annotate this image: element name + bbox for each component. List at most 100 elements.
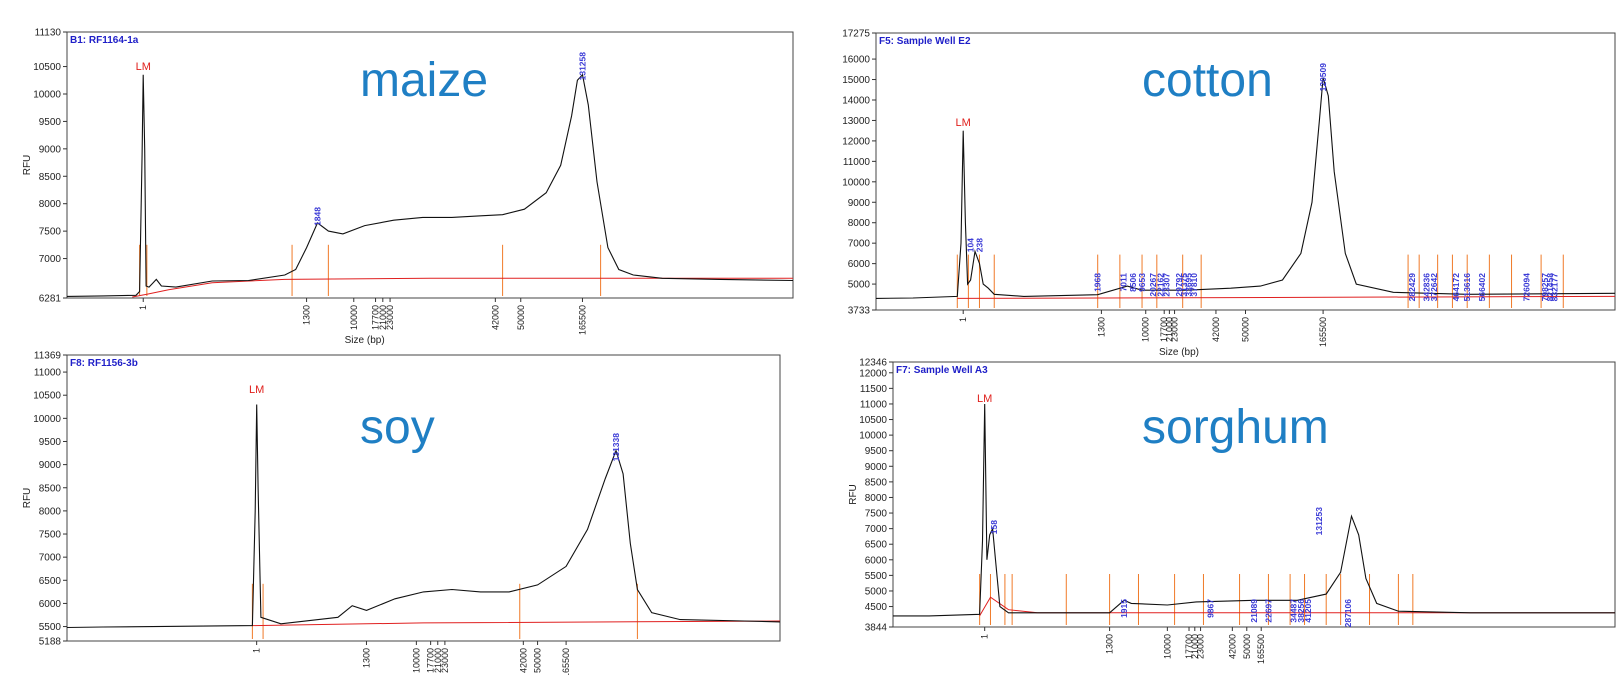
y-tick-label: 9500 bbox=[39, 117, 62, 128]
x-tick-label: 42000 bbox=[490, 305, 500, 330]
peak-size-label: 1968 bbox=[1093, 273, 1103, 292]
y-tick-label: 7000 bbox=[848, 239, 871, 250]
x-tick-label: 1300 bbox=[302, 305, 312, 325]
y-tick-label: 10500 bbox=[33, 62, 61, 73]
y-tick-label: 16000 bbox=[842, 55, 870, 66]
x-tick-label: 50000 bbox=[516, 305, 526, 330]
peak-size-label: 282429 bbox=[1407, 273, 1417, 302]
y-tick-label: 9000 bbox=[865, 462, 888, 473]
x-tick-label: 1 bbox=[980, 634, 990, 639]
peak-size-label: 34487 bbox=[1289, 599, 1299, 623]
y-tick-label: 9500 bbox=[39, 437, 62, 448]
y-tick-label: 14000 bbox=[842, 95, 870, 106]
peak-size-label: 38256 bbox=[1296, 599, 1306, 623]
y-tick-label: 5188 bbox=[39, 637, 62, 648]
y-tick-label: 11369 bbox=[34, 351, 62, 362]
panel-title: B1: RF1164-1a bbox=[70, 35, 139, 46]
peak-size-label: 1915 bbox=[1119, 599, 1129, 618]
y-tick-label: 8500 bbox=[39, 483, 62, 494]
y-tick-label: 7000 bbox=[39, 254, 62, 265]
x-tick-label: 17700 bbox=[426, 648, 436, 673]
x-tick-label: 42000 bbox=[518, 648, 528, 673]
y-tick-label: 7500 bbox=[865, 509, 888, 520]
peak-size-label: 22162 bbox=[1156, 273, 1166, 297]
peak-size-label: 9867 bbox=[1206, 599, 1216, 618]
peak-size-label: 287106 bbox=[1343, 599, 1353, 628]
crop-label: sorghum bbox=[1142, 401, 1329, 454]
x-tick-label: 50000 bbox=[1241, 317, 1251, 342]
y-tick-label: 8000 bbox=[848, 218, 871, 229]
peak-size-label: 464172 bbox=[1451, 273, 1461, 302]
y-axis-label: RFU bbox=[22, 155, 33, 176]
x-axis-label: Size (bp) bbox=[345, 335, 385, 346]
panel-title: F8: RF1156-3b bbox=[70, 358, 138, 369]
baseline-series bbox=[252, 620, 781, 627]
peak-size-label: 342836 bbox=[1422, 273, 1432, 302]
peak-size-label: 513616 bbox=[1462, 273, 1472, 302]
peak-size-label: 238 bbox=[974, 238, 984, 252]
y-tick-label: 15000 bbox=[842, 75, 870, 86]
y-tick-label: 8000 bbox=[39, 506, 62, 517]
y-tick-label: 11000 bbox=[34, 368, 62, 379]
y-tick-label: 7500 bbox=[39, 227, 62, 238]
y-tick-label: 5500 bbox=[865, 571, 888, 582]
x-axis-label: Size (bp) bbox=[1159, 347, 1199, 358]
y-tick-label: 6000 bbox=[848, 259, 871, 270]
peak-size-label: 21089 bbox=[1249, 599, 1259, 623]
y-tick-label: 11130 bbox=[35, 28, 62, 39]
plot-frame bbox=[892, 361, 1616, 628]
peak-size-label: 8506 bbox=[1128, 273, 1138, 292]
y-tick-label: 10000 bbox=[33, 414, 61, 425]
peak-size-label: 9653 bbox=[1137, 273, 1147, 292]
x-tick-label: 50000 bbox=[533, 648, 543, 673]
y-tick-label: 6000 bbox=[39, 599, 62, 610]
x-tick-label: 23000 bbox=[1170, 317, 1180, 342]
plot-frame bbox=[66, 354, 781, 642]
y-tick-label: 9000 bbox=[848, 198, 871, 209]
soy-chart-panel: F8: RF1156-3b 5188 5500 6000 6500 7000 7500 800… bbox=[22, 351, 781, 678]
lower-marker-label: LM bbox=[136, 61, 151, 73]
peak-size-label: 104 bbox=[966, 238, 976, 252]
x-tick-label: 23000 bbox=[1196, 634, 1206, 659]
y-tick-label: 7000 bbox=[865, 524, 888, 535]
peak-size-label: 566402 bbox=[1477, 273, 1487, 302]
signal-trace-series bbox=[66, 404, 781, 629]
x-tick-label: 10000 bbox=[1141, 317, 1151, 342]
peak-size-label: 726094 bbox=[1521, 273, 1531, 302]
crop-label: soy bbox=[360, 401, 435, 454]
peak-size-label: 41205 bbox=[1303, 599, 1313, 623]
x-tick-label: 23000 bbox=[385, 305, 395, 330]
y-tick-label: 13000 bbox=[842, 116, 870, 127]
x-tick-label: 21000 bbox=[1190, 634, 1200, 659]
cotton-chart-panel: F5: Sample Well E2 3733 5000 6000 7000 8000 90… bbox=[842, 29, 1616, 358]
x-tick-label: 1 bbox=[958, 317, 968, 322]
peak-size-label: 798257 bbox=[1540, 273, 1550, 302]
x-tick-label: 10000 bbox=[349, 305, 359, 330]
x-tick-label: 50000 bbox=[1242, 634, 1252, 659]
baseline-series bbox=[979, 596, 1615, 617]
y-tick-label: 4500 bbox=[865, 602, 888, 613]
peak-size-label: 22697 bbox=[1263, 599, 1273, 623]
peak-size-label: 821458 bbox=[1545, 273, 1555, 302]
x-tick-label: 17700 bbox=[1184, 634, 1194, 659]
y-tick-label: 10500 bbox=[33, 391, 61, 402]
y-tick-label: 10000 bbox=[859, 431, 887, 442]
x-tick-label: 165500 bbox=[561, 648, 571, 675]
y-tick-label: 3844 bbox=[865, 623, 888, 634]
y-tick-label: 11000 bbox=[843, 157, 871, 168]
peak-size-label: 158 bbox=[989, 520, 999, 534]
y-tick-label: 17275 bbox=[842, 29, 870, 40]
y-tick-label: 6000 bbox=[865, 555, 888, 566]
y-tick-label: 5500 bbox=[39, 622, 62, 633]
peak-size-label: 131338 bbox=[611, 433, 621, 462]
x-tick-label: 21000 bbox=[378, 305, 388, 330]
x-tick-label: 21000 bbox=[1164, 317, 1174, 342]
x-tick-label: 165500 bbox=[1256, 634, 1266, 664]
y-tick-label: 7500 bbox=[39, 530, 62, 541]
y-tick-label: 10000 bbox=[33, 89, 61, 100]
panel-title: F7: Sample Well A3 bbox=[896, 365, 988, 376]
maize-chart-panel: B1: RF1164-1a 6281 7000 7500 8000 8500 9000 950… bbox=[22, 28, 794, 346]
peak-size-label: 37810 bbox=[1189, 273, 1199, 297]
lower-marker-label: LM bbox=[249, 384, 264, 396]
